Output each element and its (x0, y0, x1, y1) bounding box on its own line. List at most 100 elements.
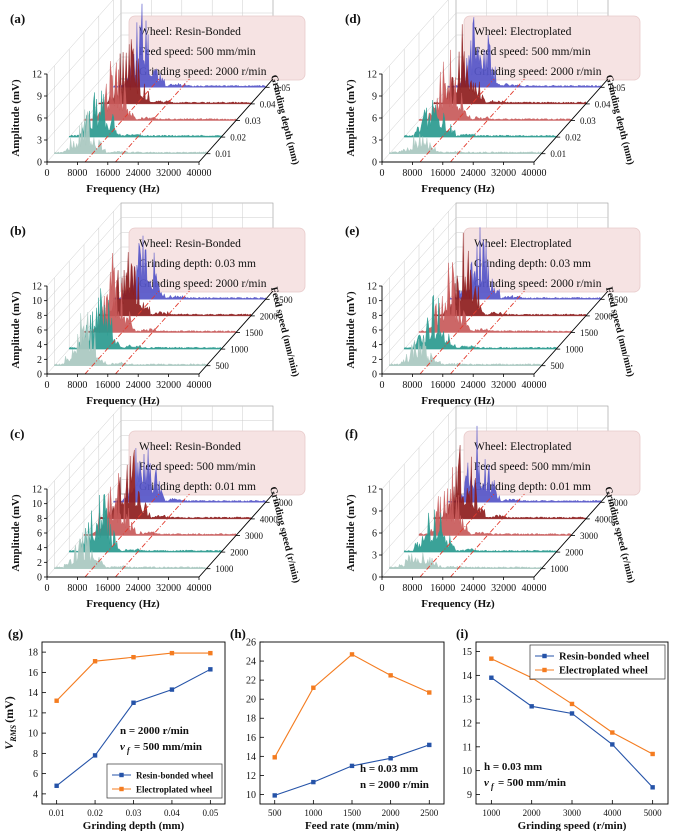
z-tick-label: 500 (550, 361, 564, 371)
data-point (92, 753, 98, 758)
info-line: Feed speed: 500 mm/min (474, 461, 591, 473)
x-tick-label: 40000 (522, 168, 547, 179)
y-tick-label: 10 (28, 729, 38, 740)
spectrum-series-1 (54, 109, 207, 154)
band-guide-line (419, 493, 495, 578)
x-tick-label: 0 (45, 380, 50, 391)
x-axis-title: Frequency (Hz) (421, 395, 495, 407)
y-tick-label: 6 (37, 114, 42, 125)
y-tick-label: 3 (372, 551, 377, 562)
x-tick-label: 0 (45, 168, 50, 179)
z-tick-label: 0.03 (245, 116, 261, 126)
x-tick-label: 32000 (156, 380, 181, 391)
y-tick-label: 3 (37, 136, 42, 147)
spectrum-series-4 (433, 24, 586, 105)
spectrum-series-5 (448, 227, 601, 300)
spectrum-series-5 (113, 448, 266, 503)
z-tick-label: 3000 (580, 531, 599, 541)
spectrum-series-1 (389, 133, 542, 154)
y-axis-title-symbol: V (2, 741, 16, 750)
x-tick-label: 2000 (523, 808, 542, 818)
y-tick-label: 9 (372, 92, 377, 103)
data-point (610, 730, 615, 735)
legend-swatch-marker (542, 653, 547, 659)
x-tick-label: 8000 (67, 583, 87, 594)
info-line: Wheel: Resin-Bonded (139, 238, 241, 250)
z-tick-label: 2500 (610, 295, 629, 305)
spectrum-series-3 (83, 61, 237, 121)
z-tick-label: 0.01 (215, 149, 231, 159)
data-point (489, 656, 494, 661)
x-tick-label: 0 (380, 380, 385, 391)
data-point (349, 652, 355, 657)
x-tick-label: 24000 (461, 583, 486, 594)
x-tick-label: 16000 (430, 380, 455, 391)
y-tick-label: 0 (37, 158, 42, 169)
z-tick-label: 4000 (595, 514, 614, 524)
band-guide-line (84, 78, 160, 163)
z-tick-label: 0.04 (260, 99, 276, 109)
y-tick-label: 0 (372, 158, 377, 169)
z-tick-label: 1000 (230, 345, 249, 355)
x-tick-label: 16000 (430, 583, 455, 594)
info-line: Feed speed: 500 mm/min (139, 461, 256, 473)
x-tick-label: 0.01 (49, 808, 65, 818)
spectrum-series-3 (418, 467, 572, 536)
x-tick-label: 1000 (482, 808, 501, 818)
spectrum-series-4 (433, 445, 586, 520)
z-tick-label: 3000 (245, 531, 264, 541)
z-tick-label: 2000 (595, 311, 614, 321)
y-tick-label: 24 (246, 657, 256, 668)
band-guide-line (84, 493, 160, 578)
z-tick-label: 1000 (215, 564, 234, 574)
info-line: Feed speed: 500 mm/min (474, 46, 591, 58)
data-point (349, 763, 355, 769)
z-tick-label: 2000 (260, 311, 279, 321)
y-tick-label: 12 (32, 70, 42, 81)
info-line: Grinding speed: 2000 r/min (139, 66, 267, 78)
x-tick-label: 16000 (95, 168, 120, 179)
spectrum-series-2 (68, 90, 222, 138)
x-tick-label: 24000 (126, 583, 151, 594)
x-tick-label: 32000 (156, 583, 181, 594)
z-tick-label: 0.05 (275, 83, 291, 93)
data-point (569, 711, 575, 716)
band-guide-line (450, 290, 525, 375)
y-tick-label: 0 (37, 370, 42, 381)
y-tick-label: 20 (246, 695, 256, 706)
y-tick-label: 10 (246, 790, 256, 801)
y-axis-title-subscript: RMS (9, 724, 18, 742)
x-tick-label: 0.02 (87, 808, 103, 818)
info-box (128, 430, 306, 496)
panel-label: (i) (456, 626, 468, 641)
y-tick-label: 14 (28, 688, 38, 699)
note-line: h = 0.03 mm (484, 761, 542, 773)
y-tick-label: 15 (462, 647, 472, 658)
spectrum-series-4 (433, 232, 586, 317)
y-tick-label: 26 (246, 638, 256, 649)
z-tick-label: 2000 (230, 548, 249, 558)
spectrum-series-4 (98, 39, 252, 105)
waterfall-panel-f: Wheel: Electroplated Feed speed: 500 mm/m… (345, 405, 641, 610)
line-chart-h: 500 1000 1500 2000 2500 10 12 14 16 18 20 22 24 26 Fee… (230, 626, 445, 831)
y-tick-label: 18 (246, 714, 256, 725)
info-box (463, 430, 641, 496)
data-point (311, 685, 316, 690)
y-axis-title: Amplitude (mV) (10, 79, 22, 157)
data-point (131, 700, 136, 705)
spectrum-series-5 (448, 425, 601, 503)
x-tick-label: 0.04 (164, 808, 180, 818)
x-tick-label: 24000 (126, 380, 151, 391)
y-tick-label: 13 (462, 695, 472, 706)
x-tick-label: 16000 (430, 168, 455, 179)
line-chart-i: 1000 2000 3000 4000 5000 9 10 11 12 13 14 15 Grindin… (456, 626, 669, 831)
y-tick-label: 0 (372, 370, 377, 381)
band-guide-line (115, 290, 190, 375)
x-tick-label: 24000 (126, 168, 151, 179)
x-axis-title: Frequency (Hz) (421, 183, 495, 195)
x-tick-label: 8000 (402, 380, 422, 391)
z-tick-label: 1500 (245, 328, 264, 338)
y-axis-title: Amplitude (mV) (10, 291, 22, 369)
x-tick-label: 0 (380, 583, 385, 594)
